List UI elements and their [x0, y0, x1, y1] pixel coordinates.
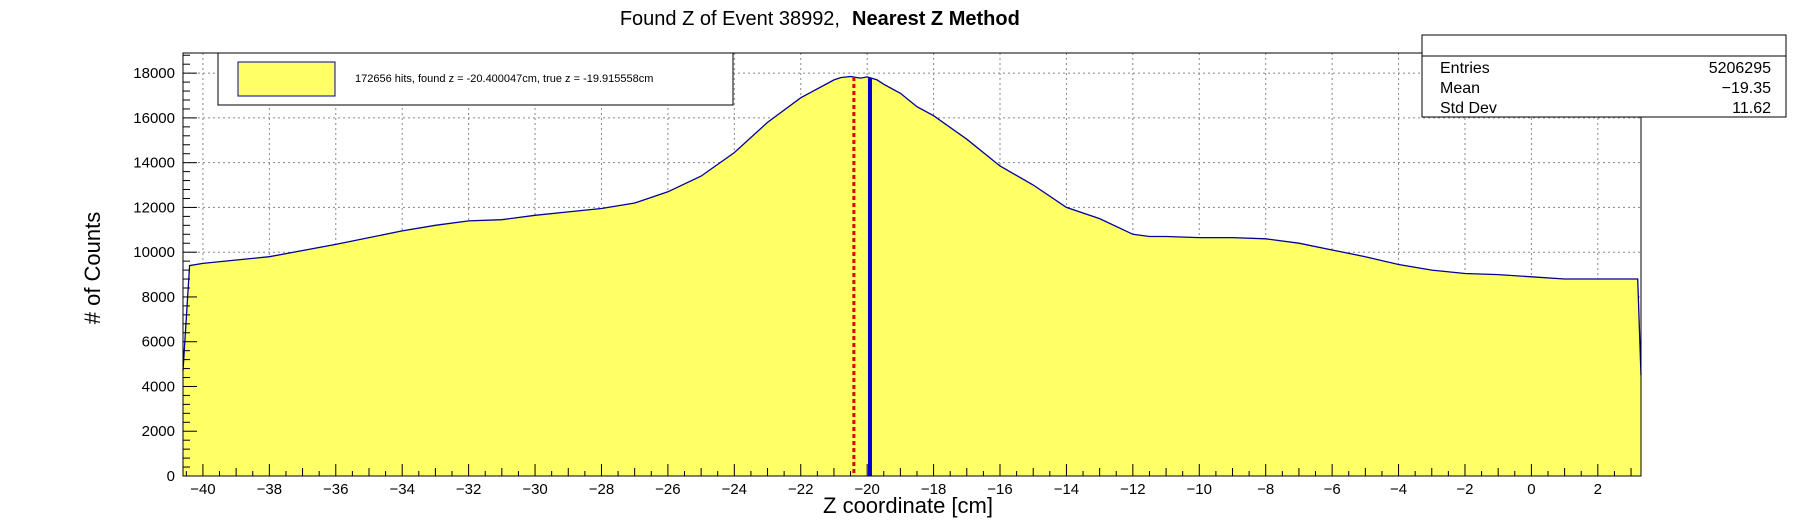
histogram-fill	[183, 76, 1641, 476]
legend-label: 172656 hits, found z = -20.400047cm, tru…	[355, 73, 653, 85]
chart-title: Found Z of Event 38992,	[620, 8, 840, 30]
x-tick-label: −32	[456, 481, 481, 498]
stats-stddev-value: 11.62	[1732, 100, 1771, 117]
stats-entries-value: 5206295	[1709, 60, 1771, 77]
x-tick-label: −36	[323, 481, 348, 498]
y-tick-label: 12000	[133, 199, 175, 216]
y-tick-label: 8000	[142, 289, 175, 306]
x-tick-label: −38	[257, 481, 282, 498]
x-tick-label: −30	[522, 481, 547, 498]
y-tick-label: 16000	[133, 110, 175, 127]
y-axis-title: # of Counts	[80, 212, 105, 325]
legend-swatch	[237, 61, 336, 97]
x-tick-label: 0	[1527, 481, 1535, 498]
chart-title-method: Nearest Z Method	[852, 8, 1020, 30]
x-tick-label: −40	[190, 481, 215, 498]
x-tick-label: −2	[1456, 481, 1473, 498]
x-tick-label: −34	[389, 481, 414, 498]
y-tick-label: 14000	[133, 155, 175, 172]
x-axis-title: Z coordinate [cm]	[823, 493, 993, 518]
legend-box: 172656 hits, found z = -20.400047cm, tru…	[217, 52, 734, 106]
histogram-outline	[182, 75, 1642, 376]
x-tick-label: −6	[1324, 481, 1341, 498]
x-tick-label: −4	[1390, 481, 1407, 498]
x-tick-label: −10	[1187, 481, 1212, 498]
x-tick-label: −26	[655, 481, 680, 498]
x-tick-label: −14	[1054, 481, 1079, 498]
stats-stddev-label: Std Dev	[1440, 100, 1497, 117]
y-tick-label: 18000	[133, 65, 175, 82]
stats-mean-value: −19.35	[1722, 80, 1771, 97]
y-tick-label: 10000	[133, 244, 175, 261]
y-tick-label: 4000	[142, 378, 175, 395]
y-tick-label: 0	[167, 468, 175, 485]
x-tick-label: −28	[589, 481, 614, 498]
x-tick-label: −24	[722, 481, 747, 498]
x-tick-label: −20	[854, 481, 879, 498]
x-tick-label: −16	[987, 481, 1012, 498]
x-tick-label: −22	[788, 481, 813, 498]
x-tick-label: −18	[921, 481, 946, 498]
x-tick-label: 2	[1594, 481, 1602, 498]
x-tick-label: −8	[1257, 481, 1274, 498]
plot-frame	[182, 52, 1642, 477]
y-tick-label: 6000	[142, 334, 175, 351]
stats-entries-label: Entries	[1440, 60, 1490, 77]
stats-mean-label: Mean	[1440, 80, 1480, 97]
x-tick-label: −12	[1120, 481, 1145, 498]
data-layer	[182, 75, 1642, 476]
axes-layer: −40 −38 −36 −34 −32 −30 −28 −26 −24 −22 −20 −18 −16−…	[133, 52, 1642, 498]
y-tick-label: 2000	[142, 423, 175, 440]
stats-box: Entries 5206295 Mean −19.35 Std Dev 11.6…	[1421, 34, 1787, 118]
